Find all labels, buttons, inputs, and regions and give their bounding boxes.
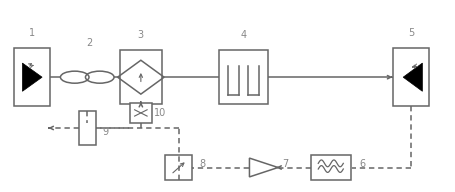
Text: 7: 7 xyxy=(282,159,288,169)
Text: 6: 6 xyxy=(358,159,364,169)
Bar xyxy=(129,103,152,123)
Bar xyxy=(15,48,50,106)
Text: 8: 8 xyxy=(198,159,205,169)
Text: 1: 1 xyxy=(29,28,35,38)
Text: 9: 9 xyxy=(102,127,108,137)
Text: 3: 3 xyxy=(137,30,144,40)
Bar xyxy=(218,50,268,104)
Polygon shape xyxy=(22,63,42,91)
Bar xyxy=(119,50,162,104)
Text: 2: 2 xyxy=(86,38,92,48)
Bar xyxy=(393,48,428,106)
Bar xyxy=(310,155,350,180)
Text: 4: 4 xyxy=(240,30,246,40)
Bar xyxy=(79,111,96,145)
Polygon shape xyxy=(402,63,421,91)
Bar xyxy=(165,155,192,180)
Text: 5: 5 xyxy=(407,28,414,38)
Text: 10: 10 xyxy=(154,108,166,118)
